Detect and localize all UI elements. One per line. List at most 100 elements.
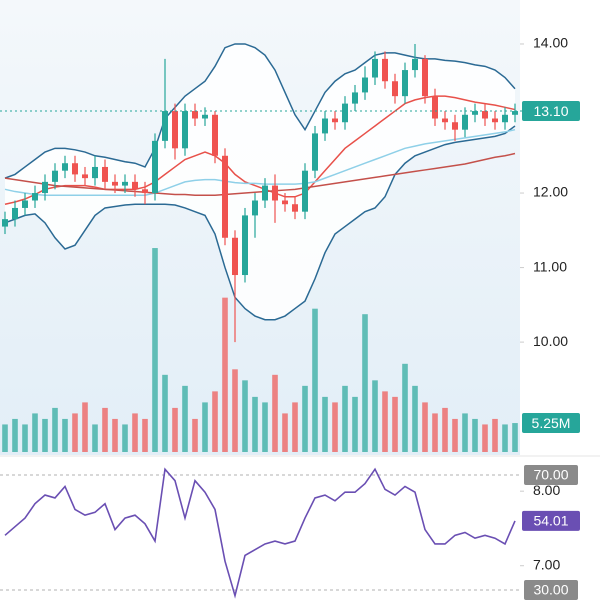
candle-body <box>32 193 38 201</box>
candle-body <box>512 111 518 115</box>
volume-bar <box>2 424 8 452</box>
candle-body <box>312 133 318 171</box>
y-tick-label: 8.00 <box>533 482 560 498</box>
candle-body <box>332 118 338 123</box>
volume-bar <box>512 423 518 452</box>
volume-bar <box>112 418 118 452</box>
rsi-level-box <box>524 579 578 600</box>
volume-bar <box>372 380 378 452</box>
volume-bar <box>92 424 98 452</box>
volume-bar <box>262 402 268 452</box>
candle-body <box>192 111 198 119</box>
volume-bar <box>272 374 278 452</box>
volume-bar <box>332 402 338 452</box>
rsi-line <box>4 467 516 599</box>
candle-body <box>172 111 178 149</box>
volume-bar <box>152 248 158 452</box>
volume-bar <box>82 402 88 452</box>
indicator-line <box>4 95 516 205</box>
candle-body <box>232 237 238 276</box>
volume-bar <box>212 391 218 452</box>
y-tick-label: 11.00 <box>533 258 567 274</box>
candle-body <box>12 207 18 220</box>
volume-bar <box>422 402 428 452</box>
candle-body <box>452 122 458 130</box>
candle-body <box>462 114 468 130</box>
volume-bar <box>182 385 188 452</box>
candle-body <box>472 111 478 115</box>
candle-body <box>342 103 348 123</box>
candle-body <box>222 155 228 238</box>
candle-body <box>422 58 428 97</box>
volume-bar <box>42 418 48 452</box>
volume-bar <box>502 424 508 452</box>
volume-bar <box>62 418 68 452</box>
candle-body <box>182 111 188 149</box>
candle-body <box>262 185 268 201</box>
volume-bar <box>192 418 198 452</box>
y-tick-label: 12.00 <box>533 184 568 200</box>
candle-body <box>82 174 88 179</box>
candle-body <box>392 81 398 97</box>
volume-bar <box>242 380 248 452</box>
candle-body <box>52 170 58 182</box>
candle-body <box>42 181 48 194</box>
volume-bar <box>32 413 38 452</box>
volume-bar <box>172 407 178 452</box>
indicator-line <box>4 43 516 179</box>
volume-bar <box>222 297 228 452</box>
volume-bar <box>72 413 78 452</box>
candle-body <box>492 118 498 123</box>
y-tick-label: 7.00 <box>533 556 560 572</box>
volume-bar <box>352 396 358 452</box>
candle-body <box>362 77 368 93</box>
last-volume-label-box <box>522 413 580 434</box>
y-tick-label: 10.00 <box>533 333 568 349</box>
candle-body <box>122 181 128 186</box>
volume-bar <box>472 418 478 452</box>
volume-bar <box>282 413 288 452</box>
volume-bar <box>412 385 418 452</box>
volume-bar <box>292 402 298 452</box>
candle-body <box>92 166 98 179</box>
volume-bar <box>132 413 138 452</box>
indicator-line <box>4 125 516 321</box>
volume-bar <box>302 385 308 452</box>
indicator-line <box>4 152 516 197</box>
last-price-label-box <box>522 101 580 122</box>
band-fill <box>5 43 515 320</box>
candle-body <box>132 181 138 190</box>
candle-body <box>112 181 118 186</box>
candle-body <box>372 58 378 78</box>
candle-body <box>402 70 408 97</box>
volume-bar <box>312 308 318 452</box>
volume-bar <box>322 396 328 452</box>
candle-body <box>62 163 68 171</box>
candle-body <box>322 118 328 134</box>
candle-body <box>142 189 148 194</box>
candle-body <box>352 92 358 104</box>
candle-body <box>212 114 218 156</box>
volume-bar <box>342 385 348 452</box>
volume-bar <box>102 407 108 452</box>
volume-bar <box>392 396 398 452</box>
candle-body <box>292 204 298 212</box>
volume-bar <box>122 424 128 452</box>
volume-bar <box>442 407 448 452</box>
rsi-level-label: 30.00 <box>533 582 568 598</box>
last-price-label: 13.10 <box>533 103 568 119</box>
candle-body <box>272 185 278 201</box>
y-tick-label: 14.00 <box>533 35 568 51</box>
volume-bar <box>432 413 438 452</box>
volume-bar <box>382 391 388 452</box>
volume-bar <box>142 418 148 452</box>
candle-body <box>2 219 8 227</box>
volume-bar <box>232 369 238 452</box>
volume-bar <box>162 374 168 452</box>
candle-body <box>152 140 158 194</box>
candle-body <box>162 111 168 141</box>
candle-body <box>302 170 308 212</box>
last-volume-label: 5.25M <box>532 415 571 431</box>
candle-body <box>482 111 488 119</box>
